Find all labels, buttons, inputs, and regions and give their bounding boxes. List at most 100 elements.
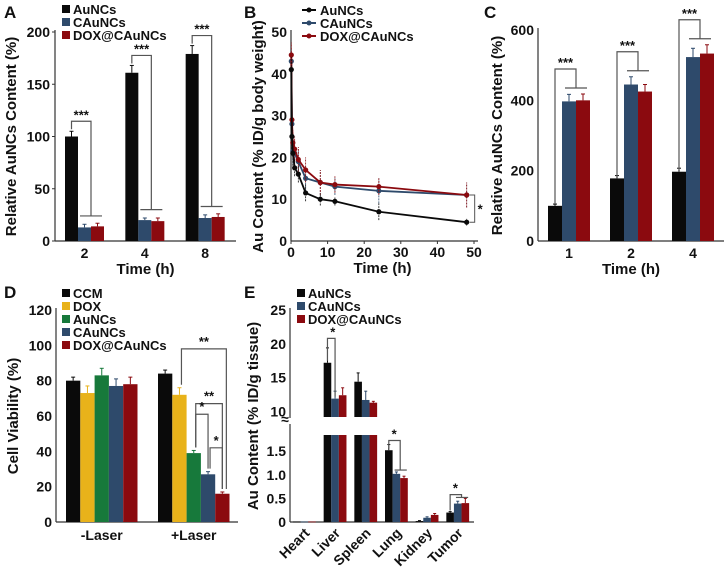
y-tick-label: 120 <box>29 302 53 318</box>
x-axis-label: Time (h) <box>602 261 660 278</box>
y-tick-label: 10 <box>271 191 287 207</box>
bar-lower <box>354 435 362 522</box>
x-tick-label: -Laser <box>81 527 124 543</box>
x-tick-label: 20 <box>356 244 372 260</box>
bar <box>430 514 439 522</box>
y-axis-label: Relative AuNCs Content (%) <box>489 36 506 235</box>
legend-swatch <box>62 5 70 13</box>
legend-label: CAuNCs <box>73 325 126 340</box>
bar <box>186 453 201 522</box>
legend-label: CCM <box>73 286 103 301</box>
y-axis-label: Au Content (% ID/g body weight) <box>250 20 267 252</box>
x-tick-label: 30 <box>393 244 409 260</box>
legend-label: AuNCs <box>73 2 116 17</box>
data-point <box>317 179 323 186</box>
y-tick-label: 0 <box>42 233 50 249</box>
bar <box>576 100 590 241</box>
legend-label: DOX@CAuNCs <box>320 29 414 44</box>
x-tick-label: 50 <box>466 244 482 260</box>
x-tick-label: 2 <box>81 245 89 261</box>
significance-marker: * <box>453 481 459 496</box>
legend-label: AuNCs <box>320 3 363 18</box>
data-point <box>288 52 294 58</box>
data-point <box>332 198 338 204</box>
significance-marker: * <box>214 433 220 448</box>
panel-d: D 0 20 40 60 80 100 120 Cell Viability (%) -Laser… <box>4 283 238 543</box>
y-tick-label: 20 <box>271 149 287 165</box>
bar-upper <box>369 402 378 417</box>
legend-swatch <box>297 302 305 310</box>
bar-upper <box>331 398 339 417</box>
bar <box>158 373 173 522</box>
bar-lower <box>323 435 332 522</box>
bar <box>392 473 401 522</box>
legend-swatch <box>62 328 70 336</box>
bar <box>151 221 165 241</box>
legend-swatch <box>62 302 70 310</box>
bar <box>638 91 652 242</box>
significance-marker: *** <box>134 41 150 56</box>
legend-marker <box>306 7 312 13</box>
bar <box>453 503 462 522</box>
data-point <box>289 133 295 140</box>
bar <box>308 521 316 523</box>
significance-bracket <box>195 413 209 469</box>
bar-lower <box>331 435 339 522</box>
data-point <box>295 156 301 163</box>
legend-label: AuNCs <box>73 312 116 327</box>
x-tick-label: 40 <box>430 244 446 260</box>
bar <box>415 521 424 522</box>
y-tick-label: 1.0 <box>267 467 287 483</box>
significance-bracket <box>131 54 152 210</box>
significance-bracket <box>449 494 463 511</box>
y-tick-label: 400 <box>511 92 535 108</box>
panel-label: B <box>244 3 256 22</box>
y-tick-label: 15 <box>270 370 286 386</box>
x-tick-label: 0 <box>287 244 295 260</box>
significance-bracket <box>191 34 213 207</box>
legend-label: DOX@CAuNCs <box>308 312 402 327</box>
bar-lower <box>369 435 378 522</box>
data-point <box>332 181 338 188</box>
data-point <box>464 219 470 225</box>
bar <box>610 178 624 241</box>
y-axis-label: Relative AuNCs Content (%) <box>3 37 20 236</box>
bar <box>400 478 408 522</box>
x-tick-label: Heart <box>276 525 313 562</box>
bar <box>461 503 470 522</box>
legend-label: DOX@CAuNCs <box>73 28 167 43</box>
bar-lower <box>338 435 347 522</box>
bar-upper <box>338 395 347 417</box>
x-tick-label: Tumor <box>424 524 466 566</box>
y-tick-label: 50 <box>271 24 287 40</box>
significance-marker: ** <box>204 389 215 404</box>
bar <box>672 171 686 241</box>
bar <box>200 474 216 522</box>
series-line <box>290 61 467 196</box>
panel-label: D <box>4 283 16 302</box>
bar <box>65 136 78 241</box>
x-tick-label: 2 <box>627 245 635 261</box>
data-point <box>303 190 309 196</box>
y-tick-label: 20 <box>36 479 52 495</box>
y-tick-label: 0.5 <box>267 490 287 506</box>
y-tick-label: 10 <box>270 403 286 419</box>
significance-bracket <box>469 194 476 223</box>
panel-a: A 0 50 100 150 200 Relative AuNCs Content (%) 2… <box>3 2 236 278</box>
bar <box>80 393 95 522</box>
x-tick-label: +Laser <box>171 527 217 543</box>
legend-marker <box>306 33 312 39</box>
bar-lower <box>361 435 370 522</box>
y-tick-label: 0 <box>44 514 52 530</box>
legend-swatch <box>62 18 70 26</box>
y-tick-label: 150 <box>27 76 51 92</box>
significance-bracket <box>554 68 577 204</box>
bar <box>624 84 638 241</box>
significance-bracket <box>180 348 227 489</box>
panel-label: E <box>244 283 255 302</box>
significance-marker: *** <box>74 107 90 122</box>
data-point <box>464 192 470 198</box>
bar <box>686 57 700 241</box>
bar <box>548 205 562 241</box>
bar <box>423 517 431 522</box>
